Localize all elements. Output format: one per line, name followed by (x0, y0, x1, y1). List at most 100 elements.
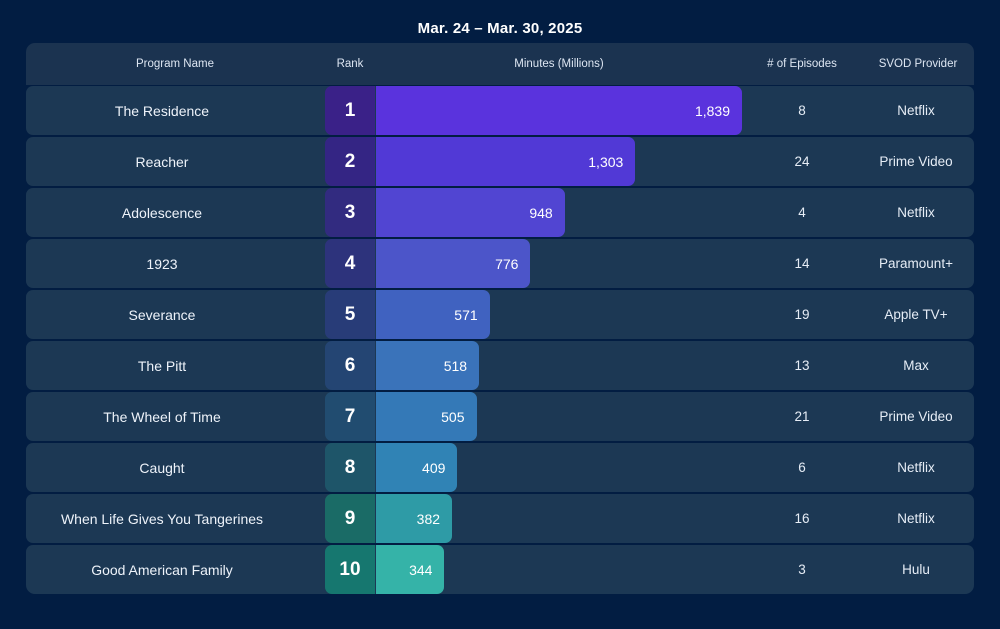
cell-rank: 3 (324, 188, 376, 237)
rank-badge: 1 (325, 86, 375, 135)
table-header-row: Program Name Rank Minutes (Millions) # o… (26, 43, 974, 85)
rank-badge: 9 (325, 494, 375, 543)
cell-rank: 1 (324, 86, 376, 135)
table-row[interactable]: The Residence 1 1,839 8 Netflix (26, 85, 974, 136)
cell-minutes-bar: 948 (376, 188, 742, 237)
cell-provider: Hulu (902, 562, 930, 577)
rank-badge: 10 (325, 545, 375, 594)
cell-provider: Apple TV+ (884, 307, 948, 322)
table-row[interactable]: Reacher 2 1,303 24 Prime Video (26, 136, 974, 187)
cell-rank: 9 (324, 494, 376, 543)
minutes-bar: 505 (376, 392, 477, 441)
row-background (26, 341, 974, 390)
cell-rank: 2 (324, 137, 376, 186)
cell-provider: Prime Video (879, 154, 953, 169)
column-header-minutes: Minutes (Millions) (514, 58, 604, 70)
minutes-value: 344 (409, 561, 433, 578)
cell-program-name: Severance (128, 306, 196, 323)
minutes-value: 409 (422, 459, 446, 476)
cell-program-name: When Life Gives You Tangerines (60, 510, 264, 527)
cell-program-name: Good American Family (91, 561, 233, 578)
minutes-bar: 518 (376, 341, 480, 390)
cell-provider: Paramount+ (879, 256, 953, 271)
cell-provider: Netflix (897, 103, 935, 118)
column-header-provider: SVOD Provider (878, 58, 958, 70)
minutes-value: 1,839 (694, 102, 730, 119)
minutes-bar: 409 (376, 443, 458, 492)
cell-episodes: 16 (794, 511, 810, 526)
table-row[interactable]: Good American Family 10 344 3 Hulu (26, 544, 974, 595)
minutes-value: 518 (443, 357, 468, 374)
rank-badge: 5 (325, 290, 375, 339)
cell-episodes: 14 (794, 256, 810, 271)
row-background (26, 545, 974, 594)
rankings-table: Program Name Rank Minutes (Millions) # o… (26, 43, 974, 595)
table-row[interactable]: Caught 8 409 6 Netflix (26, 442, 974, 493)
row-background (26, 443, 974, 492)
cell-minutes-bar: 518 (376, 341, 742, 390)
table-row[interactable]: When Life Gives You Tangerines 9 382 16 Netf… (26, 493, 974, 544)
minutes-value: 776 (495, 255, 519, 272)
cell-rank: 7 (324, 392, 376, 441)
table-body: The Residence 1 1,839 8 Netflix Reacher 2 1,303… (26, 85, 974, 595)
cell-provider: Max (903, 358, 929, 373)
minutes-value: 571 (454, 306, 478, 323)
cell-minutes-bar: 776 (376, 239, 742, 288)
rank-badge: 3 (325, 188, 375, 237)
cell-program-name: 1923 (146, 255, 178, 272)
table-row[interactable]: Adolescence 3 948 4 Netflix (26, 187, 974, 238)
cell-provider: Netflix (897, 205, 935, 220)
cell-episodes: 13 (794, 358, 810, 373)
cell-provider: Prime Video (879, 409, 953, 424)
cell-minutes-bar: 1,839 (376, 86, 742, 135)
rank-badge: 2 (325, 137, 375, 186)
cell-rank: 8 (324, 443, 376, 492)
cell-rank: 5 (324, 290, 376, 339)
table-row[interactable]: 1923 4 776 14 Paramount+ (26, 238, 974, 289)
cell-program-name: Adolescence (121, 204, 203, 221)
cell-minutes-bar: 505 (376, 392, 742, 441)
cell-program-name: The Residence (114, 102, 210, 119)
minutes-bar: 776 (376, 239, 531, 288)
minutes-value: 382 (416, 510, 441, 527)
row-background (26, 494, 974, 543)
row-background (26, 392, 974, 441)
minutes-bar: 1,839 (376, 86, 742, 135)
cell-episodes: 6 (798, 460, 806, 475)
row-background (26, 290, 974, 339)
cell-minutes-bar: 409 (376, 443, 742, 492)
cell-rank: 6 (324, 341, 376, 390)
column-header-episodes: # of Episodes (767, 58, 837, 70)
minutes-value: 505 (441, 408, 465, 425)
minutes-bar: 382 (376, 494, 453, 543)
minutes-value: 948 (529, 204, 553, 221)
rank-badge: 7 (325, 392, 375, 441)
cell-provider: Netflix (897, 511, 935, 526)
minutes-bar: 1,303 (376, 137, 636, 186)
cell-rank: 4 (324, 239, 376, 288)
page-title: Mar. 24 – Mar. 30, 2025 (417, 20, 583, 37)
cell-minutes-bar: 571 (376, 290, 742, 339)
cell-episodes: 4 (798, 205, 806, 220)
table-row[interactable]: The Wheel of Time 7 505 21 Prime Video (26, 391, 974, 442)
minutes-value: 1,303 (588, 153, 624, 170)
cell-minutes-bar: 1,303 (376, 137, 742, 186)
cell-program-name: Reacher (135, 153, 189, 170)
table-row[interactable]: Severance 5 571 19 Apple TV+ (26, 289, 974, 340)
cell-rank: 10 (324, 545, 376, 594)
cell-minutes-bar: 382 (376, 494, 742, 543)
cell-program-name: The Pitt (137, 357, 187, 374)
rank-badge: 4 (325, 239, 375, 288)
cell-episodes: 19 (794, 307, 810, 322)
cell-episodes: 3 (798, 562, 806, 577)
cell-minutes-bar: 344 (376, 545, 742, 594)
minutes-bar: 948 (376, 188, 565, 237)
cell-episodes: 8 (798, 103, 806, 118)
cell-program-name: The Wheel of Time (103, 408, 221, 425)
table-row[interactable]: The Pitt 6 518 13 Max (26, 340, 974, 391)
cell-provider: Netflix (897, 460, 935, 475)
column-header-program-name: Program Name (136, 58, 214, 70)
rank-badge: 8 (325, 443, 375, 492)
cell-episodes: 24 (794, 154, 810, 169)
minutes-bar: 344 (376, 545, 445, 594)
